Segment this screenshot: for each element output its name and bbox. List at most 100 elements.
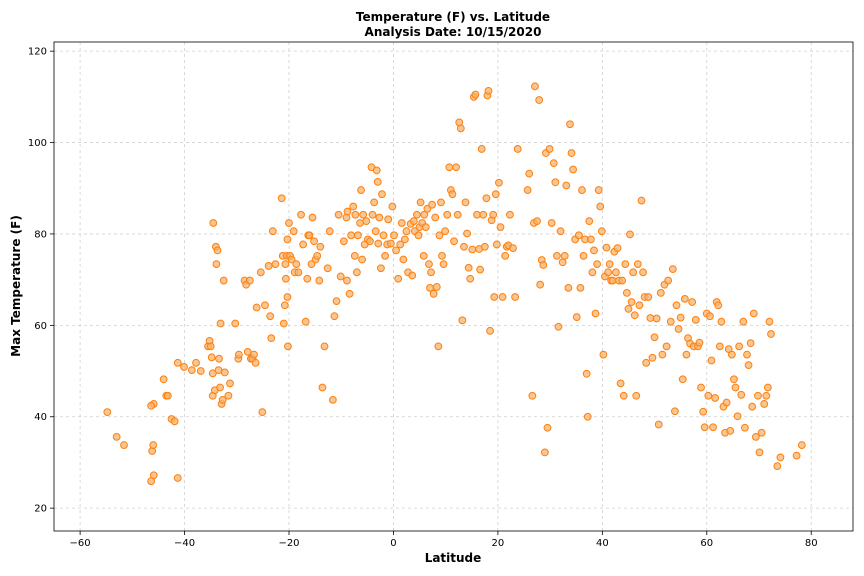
data-point [760,400,769,408]
data-point [594,186,603,194]
data-point [250,350,258,359]
data-point [330,312,339,321]
data-point [218,395,227,404]
data-point [313,251,322,260]
data-point [604,268,612,277]
data-point [597,227,606,236]
data-point [427,268,435,277]
data-point [299,240,308,249]
data-point [776,453,785,462]
data-point [466,274,475,283]
data-point [671,407,679,416]
y-tick-label: 80 [34,229,47,240]
data-point [409,217,418,226]
data-points [103,82,806,486]
data-point [281,260,290,269]
data-point [277,194,286,203]
data-point [173,358,182,367]
x-axis-label: Latitude [425,551,482,565]
data-point [357,186,365,194]
chart-title: Temperature (F) vs. Latitude [356,10,550,24]
data-point [591,309,600,318]
data-point [328,395,337,404]
data-point [639,268,647,277]
data-point [374,239,383,248]
x-tick-label: 80 [805,538,818,549]
data-point [748,402,757,411]
data-point [632,391,641,400]
data-point [196,367,205,375]
data-point [343,207,352,216]
data-point [648,353,657,362]
data-point [744,361,753,370]
data-point [377,264,385,273]
data-point [553,251,561,260]
data-point [149,471,158,480]
data-point [416,198,425,207]
data-point [498,293,507,301]
data-point [656,288,665,297]
data-point [525,169,534,178]
data-point [458,316,467,325]
data-point [356,219,364,227]
data-point [662,342,671,351]
data-point [757,428,766,437]
data-point [224,391,233,400]
data-point [437,198,445,207]
data-point [495,178,503,187]
data-point [163,391,172,400]
data-point [226,379,234,388]
y-tick-label: 20 [34,504,47,515]
data-point [392,246,400,255]
data-point [215,354,223,363]
data-point [654,420,663,429]
data-point [345,289,354,298]
data-point [626,230,634,239]
data-point [489,210,498,219]
data-point [586,235,595,244]
data-point [664,276,673,285]
x-tick-label: −20 [278,538,299,549]
data-point [159,375,168,384]
data-point [672,301,681,310]
data-point [533,217,541,226]
data-point [452,163,461,172]
data-point [513,145,522,153]
data-point [556,227,565,236]
data-point [715,342,724,351]
data-point [359,210,368,219]
data-point [567,149,576,157]
data-point [792,451,801,460]
data-point [368,210,377,219]
y-axis-label: Max Temperature (F) [9,215,23,357]
data-point [486,326,494,335]
data-point [763,383,772,392]
data-point [371,227,380,236]
data-point [616,379,625,388]
data-point [558,258,567,267]
data-point [576,283,585,292]
data-point [612,268,620,277]
data-point [461,198,470,207]
data-point [219,276,228,285]
data-point [717,317,726,326]
data-point [613,244,622,253]
data-point [310,237,318,246]
data-point [688,298,697,306]
data-point [644,293,653,301]
data-point [173,474,182,482]
data-point [414,231,423,240]
data-point [629,268,638,277]
data-point [284,342,292,351]
data-point [479,210,488,219]
data-point [754,391,762,400]
data-point [564,283,573,292]
data-point [464,263,473,272]
data-point [506,210,514,219]
data-point [379,231,388,240]
data-point [399,255,408,264]
data-point [180,363,188,371]
data-point [271,260,280,269]
data-point [207,353,216,362]
data-point [120,441,128,449]
